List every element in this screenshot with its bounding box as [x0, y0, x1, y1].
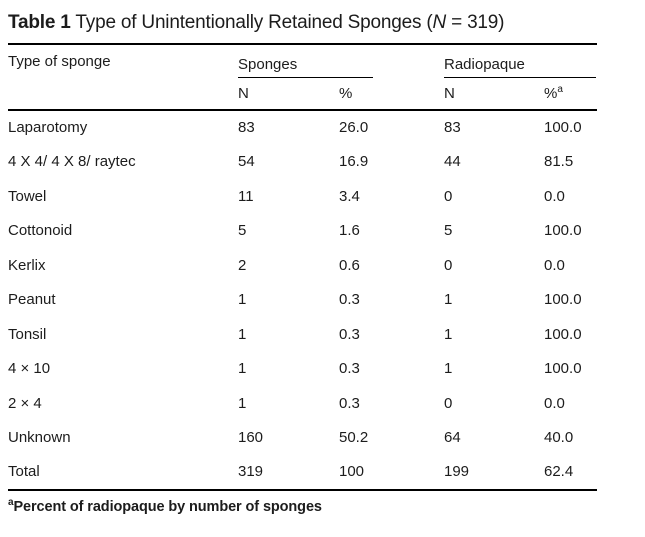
cell-sponges-n: 1 [238, 325, 247, 343]
header-radiopaque-pct-symbol: % [544, 85, 558, 102]
table-row-towel: Towel 11 3.4 0 0.0 [8, 179, 597, 214]
cell-radiopaque-n: 1 [444, 291, 453, 309]
header-group-sponges: Sponges [238, 44, 444, 78]
cell-sponges-pct: 50.2 [339, 429, 369, 447]
cell-sponges-pct: 16.9 [339, 153, 369, 171]
cell-sponges-n: 11 [238, 187, 254, 205]
header-radiopaque-pct-footnote-marker: a [557, 84, 563, 95]
cell-sponges-pct: 0.3 [339, 291, 360, 309]
cell-radiopaque-pct: 0.0 [544, 256, 565, 274]
cell-sponges-n: 83 [238, 119, 255, 137]
cell-radiopaque-n: 0 [444, 256, 453, 274]
cell-sponges-n: 1 [238, 394, 247, 412]
cell-sponges-pct: 26.0 [339, 119, 369, 137]
header-group-sponges-label: Sponges [238, 45, 373, 78]
cell-sponges-pct: 0.3 [339, 360, 360, 378]
header-sponges-pct: % [339, 78, 444, 111]
table-row-total: Total 319 100 199 62.4 [8, 455, 597, 491]
table-body: Laparotomy 83 26.0 83 100.0 4 X 4/ 4 X 8… [8, 110, 597, 491]
cell-sponges-n: 319 [238, 455, 339, 491]
cell-radiopaque-pct: 0.0 [544, 394, 565, 412]
table-caption: Table 1 Type of Unintentionally Retained… [8, 11, 645, 35]
cell-sponges-pct: 0.6 [339, 256, 360, 274]
cell-radiopaque-n: 64 [444, 429, 461, 447]
header-sponges-n: N [238, 78, 339, 111]
cell-type: Cottonoid [8, 222, 73, 240]
header-type-of-sponge: Type of sponge [8, 44, 238, 111]
cell-sponges-n: 160 [238, 429, 264, 447]
table-row-laparotomy: Laparotomy 83 26.0 83 100.0 [8, 110, 597, 145]
footnote-marker: a [8, 496, 14, 508]
cell-sponges-n: 1 [238, 291, 247, 309]
cell-type: Kerlix [8, 256, 46, 274]
cell-radiopaque-n: 1 [444, 325, 453, 343]
cell-radiopaque-n: 5 [444, 222, 453, 240]
cell-sponges-n: 5 [238, 222, 247, 240]
cell-type: Laparotomy [8, 119, 88, 137]
header-radiopaque-pct: %a [544, 78, 597, 111]
cell-type: Tonsil [8, 325, 47, 343]
table-row-unknown: Unknown 160 50.2 64 40.0 [8, 421, 597, 456]
cell-type: 4 X 4/ 4 X 8/ raytec [8, 153, 136, 171]
paper-table-figure: Table 1 Type of Unintentionally Retained… [8, 11, 645, 515]
table-footnote: aPercent of radiopaque by number of spon… [8, 491, 597, 515]
cell-sponges-pct: 100 [339, 455, 444, 491]
header-sub-row: N % N %a [8, 78, 597, 111]
cell-radiopaque-n: 83 [444, 119, 461, 137]
cell-radiopaque-n: 1 [444, 360, 453, 378]
table-caption-n-value: = 319) [446, 12, 505, 33]
cell-radiopaque-n: 199 [444, 455, 544, 491]
cell-radiopaque-pct: 0.0 [544, 187, 565, 205]
table-row-peanut: Peanut 1 0.3 1 100.0 [8, 283, 597, 318]
table-caption-text: Type of Unintentionally Retained Sponges… [75, 12, 433, 33]
cell-sponges-n: 2 [238, 256, 247, 274]
table-caption-label: Table 1 [8, 12, 71, 33]
header-group-row: Type of sponge Sponges Radiopaque [8, 44, 597, 111]
cell-radiopaque-pct: 100.0 [544, 291, 582, 309]
cell-radiopaque-pct: 81.5 [544, 153, 574, 171]
cell-sponges-pct: 0.3 [339, 325, 360, 343]
header-radiopaque-n: N [444, 78, 544, 111]
cell-radiopaque-n: 0 [444, 394, 453, 412]
cell-type: Total [8, 455, 238, 491]
table-caption-n-symbol: N [432, 12, 447, 33]
cell-radiopaque-pct: 62.4 [544, 455, 597, 491]
cell-radiopaque-pct: 100.0 [544, 119, 582, 137]
cell-sponges-pct: 0.3 [339, 394, 360, 412]
cell-type: Unknown [8, 429, 71, 447]
cell-radiopaque-pct: 100.0 [544, 325, 582, 343]
table-row-4x10: 4 × 10 1 0.3 1 100.0 [8, 352, 597, 387]
cell-type: Towel [8, 187, 47, 205]
table-row-kerlix: Kerlix 2 0.6 0 0.0 [8, 248, 597, 283]
footnote-text: Percent of radiopaque by number of spong… [13, 498, 322, 515]
header-group-radiopaque: Radiopaque [444, 44, 597, 78]
retained-sponges-table: Type of sponge Sponges Radiopaque N % N … [8, 43, 597, 491]
cell-radiopaque-n: 44 [444, 153, 461, 171]
cell-radiopaque-pct: 40.0 [544, 429, 574, 447]
cell-type: 4 × 10 [8, 360, 51, 378]
cell-type: 2 × 4 [8, 394, 42, 412]
cell-sponges-n: 54 [238, 153, 255, 171]
cell-type: Peanut [8, 291, 56, 309]
cell-sponges-pct: 1.6 [339, 222, 360, 240]
header-group-radiopaque-label: Radiopaque [444, 45, 596, 78]
cell-radiopaque-n: 0 [444, 187, 453, 205]
cell-radiopaque-pct: 100.0 [544, 222, 582, 240]
cell-radiopaque-pct: 100.0 [544, 360, 582, 378]
table-row-2x4: 2 × 4 1 0.3 0 0.0 [8, 386, 597, 421]
cell-sponges-n: 1 [238, 360, 247, 378]
table-row-cottonoid: Cottonoid 5 1.6 5 100.0 [8, 214, 597, 249]
table-row-raytec: 4 X 4/ 4 X 8/ raytec 54 16.9 44 81.5 [8, 145, 597, 180]
table-header: Type of sponge Sponges Radiopaque N % N … [8, 44, 597, 111]
table-row-tonsil: Tonsil 1 0.3 1 100.0 [8, 317, 597, 352]
cell-sponges-pct: 3.4 [339, 187, 360, 205]
